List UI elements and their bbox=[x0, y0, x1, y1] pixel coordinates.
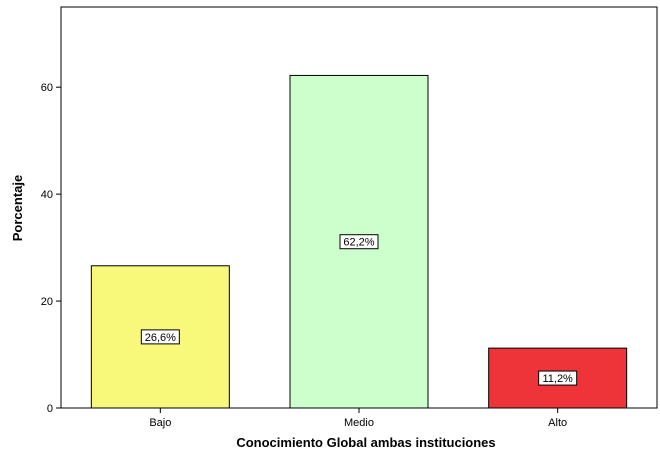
x-tick-label: Alto bbox=[548, 417, 567, 429]
x-axis-title: Conocimiento Global ambas instituciones bbox=[236, 435, 495, 450]
bars-group: 26,6% 62,2% 11,2% bbox=[90, 74, 628, 409]
y-tick-label: 0 bbox=[47, 403, 53, 415]
y-axis-title: Porcentaje bbox=[10, 175, 25, 241]
y-tick-label: 20 bbox=[41, 296, 53, 308]
data-label-box bbox=[538, 370, 578, 386]
data-label: 62,2% bbox=[343, 237, 374, 249]
y-tick-label: 40 bbox=[41, 189, 53, 201]
x-axis: Bajo Medio Alto bbox=[149, 408, 567, 429]
x-tick-label: Bajo bbox=[149, 417, 171, 429]
data-label-box bbox=[140, 329, 180, 345]
y-tick-label: 60 bbox=[41, 82, 53, 94]
x-tick-label: Medio bbox=[344, 417, 374, 429]
data-label-box bbox=[339, 234, 379, 250]
data-label: 26,6% bbox=[145, 332, 176, 344]
data-label: 11,2% bbox=[542, 373, 573, 385]
y-axis: 0 20 40 60 bbox=[41, 82, 61, 415]
